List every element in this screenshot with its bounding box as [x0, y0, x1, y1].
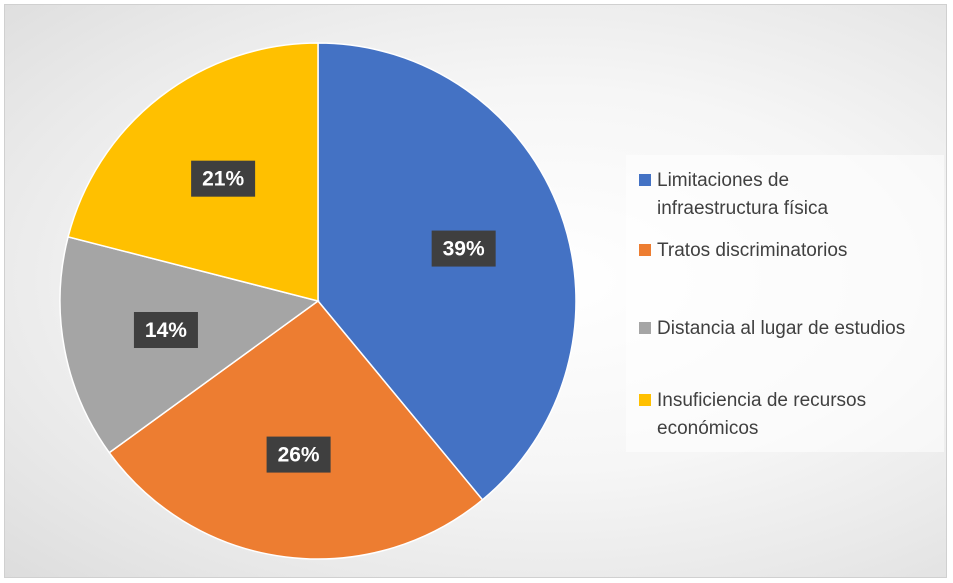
data-label-text: 21% [202, 168, 244, 191]
pie-chart: 39% 26% 14% 21% [59, 42, 577, 560]
legend-swatch-blue [639, 174, 651, 186]
data-label-text: 26% [278, 444, 320, 467]
legend-swatch-yellow [639, 394, 651, 406]
legend-item-limitaciones: Limitaciones de infraestructura física [639, 167, 939, 223]
legend-label-line-2: económicos [657, 418, 759, 439]
data-label-tratos: 26% [266, 436, 331, 473]
legend-item-insuficiencia: Insuficiencia de recursos económicos [639, 387, 939, 443]
legend-swatch-gray [639, 322, 651, 334]
data-label-insuficiencia: 21% [191, 160, 256, 197]
legend-label-line-1: Limitaciones de [657, 170, 790, 191]
pie-data-labels: 39% 26% 14% 21% [133, 160, 496, 473]
data-label-limitaciones: 39% [431, 230, 496, 267]
pie-slice-tratos [108, 299, 484, 560]
chart-legend: Limitaciones de infraestructura física T… [626, 155, 944, 452]
data-label-distancia: 14% [133, 312, 198, 349]
legend-label-line-1: Tratos discriminatorios [657, 240, 848, 261]
legend-label-line-1: Distancia al lugar de estudios [657, 318, 906, 339]
legend-item-distancia: Distancia al lugar de estudios [639, 315, 939, 343]
data-label-box [133, 312, 198, 349]
pie-slices [59, 42, 577, 560]
legend-label-line-2: infraestructura física [657, 198, 829, 219]
data-label-box [266, 436, 331, 473]
data-label-text: 14% [145, 319, 187, 342]
data-label-text: 39% [443, 238, 485, 261]
legend-label-line-1: Insuficiencia de recursos [657, 390, 867, 411]
data-label-box [191, 160, 256, 197]
legend-item-tratos: Tratos discriminatorios [639, 237, 939, 265]
pie-slice-limitaciones [317, 42, 577, 501]
legend-swatch-orange [639, 244, 651, 256]
data-label-box [431, 230, 496, 267]
chart-area: 39% 26% 14% 21% Limitaciones de infraestruc… [4, 4, 947, 578]
